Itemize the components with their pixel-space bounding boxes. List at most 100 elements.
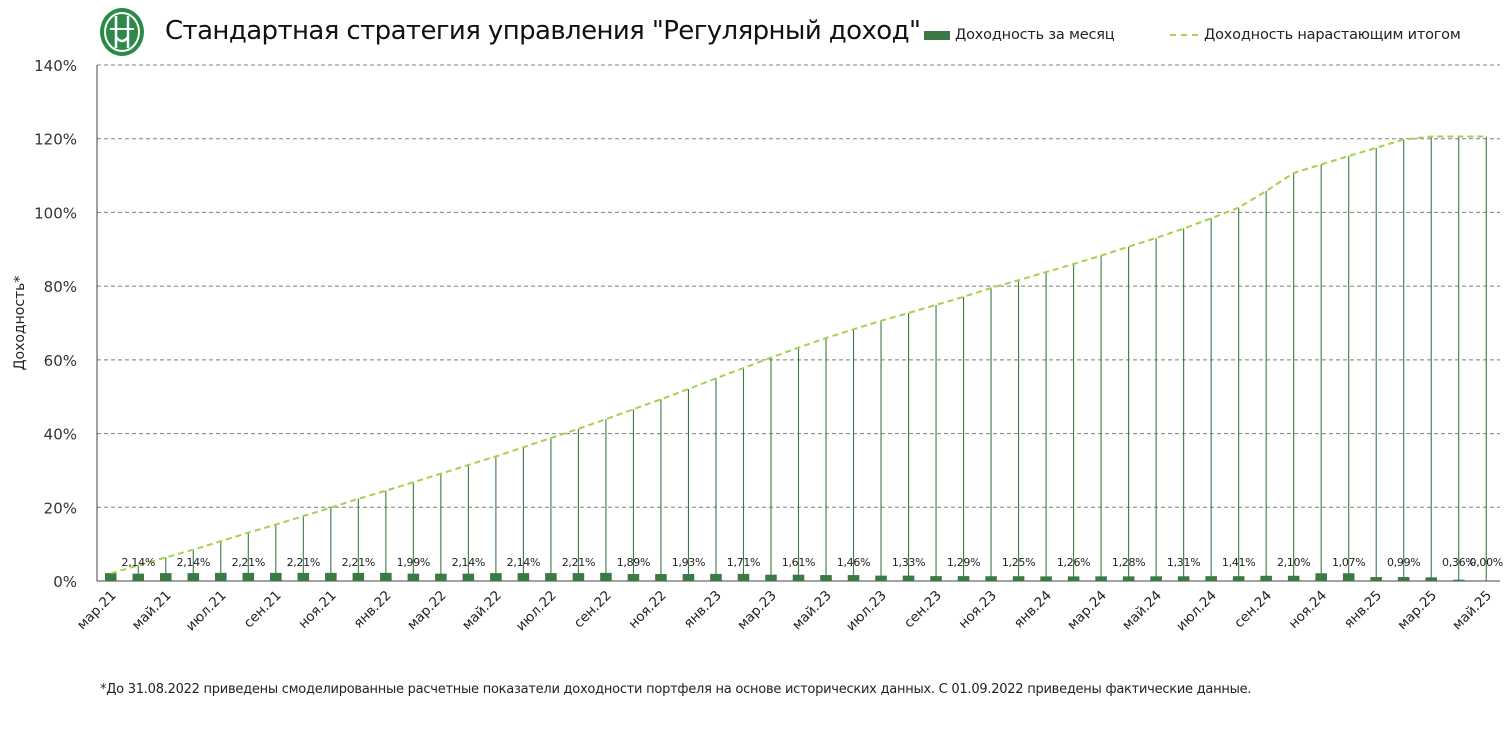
x-tick-label: июл.24	[1173, 588, 1220, 635]
monthly-bar	[847, 575, 860, 581]
monthly-bar	[545, 573, 557, 581]
monthly-bar	[517, 573, 530, 581]
monthly-bar	[325, 572, 337, 581]
monthly-bar	[1342, 573, 1355, 581]
y-tick-label: 120%	[34, 131, 77, 149]
data-label: 2,21%	[342, 556, 375, 569]
monthly-bar	[792, 574, 805, 581]
monthly-bar	[352, 572, 365, 581]
y-tick-label: 80%	[44, 278, 77, 296]
x-tick-label: янв.23	[681, 588, 725, 632]
monthly-bar	[682, 574, 695, 581]
x-tick-label: ноя.24	[1286, 588, 1330, 632]
x-tick-label: сен.22	[571, 588, 615, 632]
monthly-bar	[215, 572, 227, 581]
monthly-bar	[930, 576, 942, 581]
monthly-bar	[407, 573, 420, 581]
x-tick-label: май.23	[789, 588, 835, 634]
monthly-bar	[104, 573, 117, 581]
cumulative-line	[110, 135, 1487, 575]
monthly-bar	[270, 572, 282, 581]
y-tick-label: 140%	[34, 57, 77, 75]
monthly-bar	[957, 576, 970, 581]
data-label: 1,07%	[1332, 556, 1365, 569]
data-label: 2,14%	[452, 556, 485, 569]
monthly-bar	[297, 572, 310, 581]
x-tick-label: янв.25	[1341, 588, 1385, 632]
monthly-bar	[1040, 576, 1052, 581]
data-label: 1,25%	[1002, 556, 1035, 569]
monthly-bar	[1232, 576, 1245, 581]
x-tick-label: май.25	[1449, 588, 1495, 634]
monthly-bar	[435, 573, 447, 581]
monthly-bar	[710, 573, 722, 581]
monthly-bar	[1287, 575, 1300, 581]
monthly-bar	[490, 573, 502, 581]
data-label: 2,14%	[507, 556, 540, 569]
data-label: 1,26%	[1057, 556, 1090, 569]
x-tick-label: июл.23	[843, 588, 890, 635]
x-tick-label: май.22	[459, 588, 505, 634]
monthly-bar	[1012, 576, 1025, 581]
data-label: 0,36%	[1442, 556, 1475, 569]
data-label: 0,00%	[1470, 556, 1503, 569]
legend-line-swatch	[1170, 34, 1198, 36]
monthly-bar	[1425, 577, 1438, 581]
monthly-bar	[1177, 576, 1190, 581]
monthly-bar	[902, 575, 915, 581]
legend-label-monthly: Доходность за месяц	[955, 27, 1115, 43]
x-tick-label: сен.23	[901, 588, 945, 632]
monthly-bar	[1095, 576, 1107, 581]
legend-item-monthly: Доходность за месяц	[924, 27, 1115, 43]
data-label: 1,33%	[892, 556, 925, 569]
data-label: 2,21%	[232, 556, 265, 569]
y-axis-title: Доходность*	[12, 276, 28, 371]
data-label: 1,41%	[1222, 556, 1255, 569]
x-tick-label: май.21	[129, 588, 175, 634]
monthly-bar	[1122, 576, 1135, 581]
data-label: 1,46%	[837, 556, 870, 569]
monthly-bar	[1315, 573, 1327, 581]
x-tick-label: ноя.21	[295, 588, 339, 632]
data-label: 1,89%	[617, 556, 650, 569]
monthly-bar	[600, 572, 612, 581]
monthly-bar	[1260, 575, 1272, 581]
monthly-bar	[159, 573, 172, 581]
fund-logo	[100, 8, 144, 56]
data-label: 1,99%	[397, 556, 430, 569]
x-tick-label: июл.21	[183, 588, 230, 635]
data-label: 1,61%	[782, 556, 815, 569]
legend-bar-swatch	[924, 30, 950, 40]
x-tick-label: июл.22	[513, 588, 560, 635]
legend-label-cumulative: Доходность нарастающим итогом	[1204, 27, 1461, 43]
monthly-bar	[875, 575, 887, 581]
monthly-bar	[132, 573, 145, 581]
data-label: 2,10%	[1277, 556, 1310, 569]
data-label: 2,14%	[122, 556, 155, 569]
data-label: 1,28%	[1112, 556, 1145, 569]
monthly-bar	[627, 574, 640, 581]
monthly-bar	[737, 573, 750, 581]
monthly-bar	[1205, 576, 1217, 581]
monthly-bar	[242, 572, 255, 581]
y-tick-label: 0%	[53, 573, 77, 591]
chart-plot: 0% 20% 40% 60% 80% 100% 120% 140% Доходность* 2,1…	[12, 57, 1503, 635]
monthly-bar	[655, 574, 667, 581]
legend: Доходность за месяц Доходность нарастающ…	[0, 0, 1510, 60]
monthly-bar	[1397, 577, 1410, 581]
data-label: 1,29%	[947, 556, 980, 569]
x-tick-label: янв.24	[1011, 588, 1055, 632]
x-tick-label: янв.22	[351, 588, 395, 632]
data-label: 1,71%	[727, 556, 760, 569]
x-tick-label: сен.24	[1231, 588, 1275, 632]
x-tick-label: мар.23	[734, 588, 780, 634]
x-tick-label: мар.25	[1394, 588, 1440, 634]
monthly-bar	[985, 576, 997, 581]
x-tick-label: мар.22	[404, 588, 450, 634]
y-tick-label: 100%	[34, 204, 77, 222]
monthly-bar	[187, 573, 200, 581]
monthly-bar	[1067, 576, 1080, 581]
monthly-bar	[1370, 577, 1382, 581]
monthly-bar	[380, 572, 392, 581]
monthly-bar	[572, 573, 585, 581]
